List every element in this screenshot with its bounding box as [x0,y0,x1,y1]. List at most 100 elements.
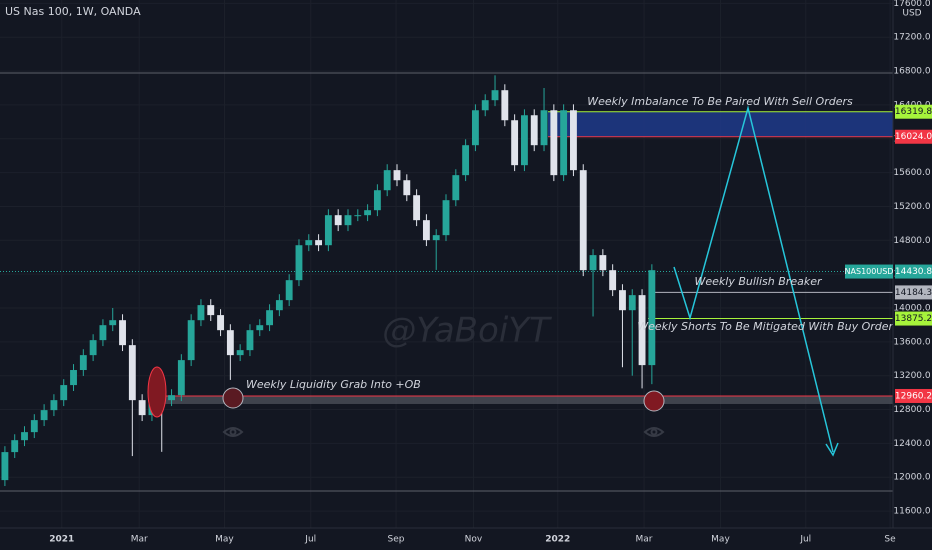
candle-body [295,245,303,281]
candle-body [11,440,19,453]
candle-body [99,325,107,341]
candle-body [138,400,146,416]
candle-body [119,320,126,346]
eye-icon [222,427,665,437]
candle-body [21,432,28,441]
y-tick-label: 11600.0 [893,507,930,517]
candle-body [275,300,283,311]
candle-body [344,215,352,226]
candle-body [256,325,264,331]
x-tick-label: Se [884,535,896,545]
candle-body [413,195,421,221]
marker-ellipse [147,366,167,418]
x-tick-label: Nov [465,535,483,545]
candle-body [197,305,205,321]
zones [0,111,893,404]
annotation: Weekly Imbalance To Be Paired With Sell … [587,95,853,108]
candle-body [589,255,597,271]
time-axis [0,528,932,550]
candle-body [609,270,617,291]
price-tag [895,285,932,300]
candle-body [109,320,117,326]
price-tag [895,264,932,279]
candle-body [70,370,77,386]
candle-body [168,395,175,401]
candles [1,75,656,487]
candle-body [305,240,313,246]
y-tick-label: 14000.0 [893,304,930,314]
x-tick-label: Jul [799,535,811,545]
candle-body [511,120,519,166]
y-tick-label: 17200.0 [893,33,930,43]
projection-arrow [673,105,834,453]
candle-body [471,110,479,146]
marker-circle [643,390,665,412]
candle-body [315,240,323,246]
candle-body [491,90,499,101]
y-tick-label: 12000.0 [893,473,930,483]
price-tag [895,388,932,403]
candle-body [207,305,215,316]
symbol-tag-label: NAS100USD [845,267,894,276]
candle-body [128,345,136,401]
price-tag-label: 14184.3 [895,288,932,298]
candle-body [334,215,342,226]
price-tag-label: 16024.0 [895,132,932,142]
candle-body [177,360,185,396]
price-tag-label: 14430.8 [895,267,932,277]
liquidity-zone [160,395,893,404]
y-tick-label: 12400.0 [893,439,930,449]
candle-body [501,90,509,121]
price-tag [895,129,932,144]
annotation: Weekly Liquidity Grab Into +OB [246,378,421,391]
price-tag-label: 12960.2 [895,391,932,401]
price-tag-label: 16319.8 [895,107,932,117]
y-tick-label: 12800.0 [893,405,930,415]
y-tick-label: 16800.0 [893,67,930,77]
candle-body [432,235,440,241]
y-tick-label: 13200.0 [893,371,930,381]
x-tick-label: May [215,535,234,545]
x-tick-label: Sep [388,535,405,545]
y-tick-label: 13600.0 [893,337,930,347]
x-tick-label: Jul [304,535,316,545]
candle-body [246,330,254,351]
candle-body [530,115,538,146]
x-tick-label: 2021 [49,535,74,545]
annotation: Weekly Bullish Breaker [695,275,823,288]
x-tick-label: May [711,535,730,545]
candle-body [599,255,607,271]
candle-body [40,410,48,421]
candle-body [30,420,38,433]
candle-body [266,310,273,326]
price-tag-label: 13875.2 [895,314,932,324]
candle-body [373,190,381,211]
arrow-head [825,442,839,457]
candle-body [383,170,391,191]
price-tag [895,104,932,119]
overlays: Weekly Imbalance To Be Paired With Sell … [147,95,899,457]
candle-body [60,385,68,401]
candle-body [324,215,332,246]
candle-body [540,110,548,146]
candle-body [217,315,224,331]
candle-body [393,170,401,181]
candle-body [452,175,460,201]
candle-body [579,170,587,271]
y-tick-label: 17600.0 [893,0,930,9]
imbalance-zone [548,111,893,137]
candle-body [570,110,577,171]
candle-body [550,110,558,176]
candle-body [226,330,234,356]
candle-body [462,145,470,176]
candle-body [354,215,362,217]
candle-body [422,220,430,241]
x-tick-label: Mar [636,535,653,545]
watermark: @YaBoiYT [382,311,552,351]
candle-body [1,452,9,481]
candle-body [648,270,656,366]
candle-body [50,400,58,411]
